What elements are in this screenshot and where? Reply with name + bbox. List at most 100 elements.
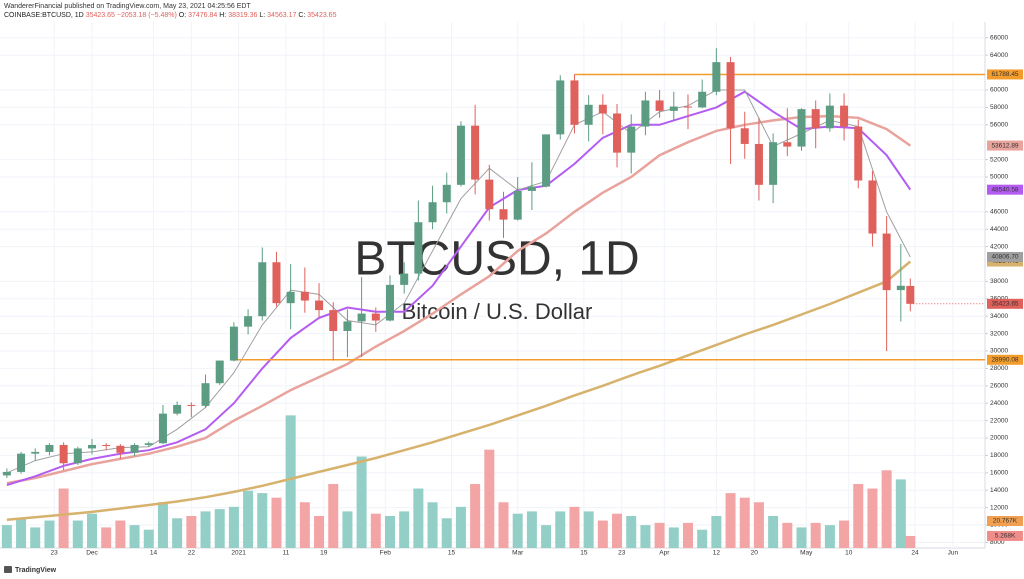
symbol: COINBASE:BTCUSD, 1D: [4, 12, 84, 19]
candle-body: [329, 310, 338, 331]
candle-body: [471, 125, 480, 180]
volume-bar: [555, 511, 566, 548]
y-tick-label: 20000: [990, 435, 1008, 442]
symbol-line: COINBASE:BTCUSD, 1D 35423.65 −2053.18 (−…: [4, 12, 337, 19]
x-tick-label: May: [800, 550, 813, 557]
y-tick-label: 46000: [990, 209, 1008, 216]
last-price-tag: 35423.65: [987, 298, 1023, 309]
ohlc-value: 38319.36: [228, 12, 257, 19]
candle-body: [88, 444, 96, 449]
volume-bar: [399, 511, 410, 548]
candle-body: [258, 262, 267, 317]
candle-body: [428, 202, 437, 223]
x-tick-label: Jun: [948, 550, 959, 557]
y-tick-label: 42000: [990, 243, 1008, 250]
candle-body: [59, 444, 68, 464]
y-tick-label: 30000: [990, 348, 1008, 355]
volume-bar: [682, 522, 693, 548]
x-tick-label: 14: [150, 550, 158, 557]
candle-body: [527, 186, 536, 191]
volume-ma-tag-label: 20.767K: [993, 518, 1018, 525]
ohlc-label: C:: [298, 12, 305, 19]
ma-tag-label: 48540.58: [991, 186, 1018, 193]
volume-bar: [101, 527, 112, 548]
candle-body: [485, 179, 494, 210]
volume-bar: [30, 527, 41, 548]
candle-body: [882, 233, 891, 291]
change: −2053.18 (−5.48%): [117, 12, 177, 19]
y-tick-label: 18000: [990, 452, 1008, 459]
volume-bar: [243, 490, 254, 548]
candle-body: [31, 451, 40, 454]
candle-body: [613, 113, 622, 153]
ohlc-value: 35423.65: [307, 12, 336, 19]
candle-body: [442, 184, 451, 203]
candle-body: [116, 445, 125, 453]
x-tick-label: 22: [188, 550, 196, 557]
volume-bar: [796, 527, 807, 548]
ma-tag-bg: [987, 140, 1023, 151]
watermark-sub: Bitcoin / U.S. Dollar: [402, 299, 593, 324]
x-tick-label: 24: [911, 550, 919, 557]
volume-bar: [413, 488, 424, 548]
candle-body: [130, 444, 139, 453]
y-tick-label: 26000: [990, 383, 1008, 390]
volume-bar: [115, 520, 126, 548]
x-tick-label: Apr: [659, 550, 670, 557]
volume-bar: [810, 522, 821, 548]
ohlc-label: L:: [259, 12, 265, 19]
candle-body: [769, 142, 778, 185]
candle-body: [73, 448, 82, 464]
last-price: 35423.65: [86, 12, 115, 19]
y-tick-label: 64000: [990, 52, 1008, 59]
y-tick-label: 52000: [990, 156, 1008, 163]
ohlc-label: O:: [179, 12, 186, 19]
candle-body: [669, 106, 678, 111]
volume-bar: [839, 520, 850, 548]
volume-bar: [186, 515, 197, 548]
candle-body: [641, 100, 650, 127]
moving-average-line: [6, 260, 912, 522]
volume-bar: [583, 511, 594, 548]
volume-bar: [640, 525, 651, 548]
volume-bar: [299, 502, 310, 548]
volume-bar: [455, 506, 466, 548]
volume-bar: [1, 525, 12, 548]
candle-body: [385, 284, 394, 321]
volume-ma-tag: 20.767K: [987, 516, 1023, 526]
volume-bar: [768, 515, 779, 548]
moving-average-line: [6, 89, 911, 474]
last-price-tag-bg: [987, 298, 1023, 309]
volume-tag-label: 5.268K: [995, 533, 1016, 540]
volume-bar: [526, 511, 537, 548]
ma-tag: 40806.70: [987, 251, 1023, 262]
candle-body: [896, 285, 905, 291]
volume-bar: [328, 483, 339, 548]
candle-body: [584, 104, 593, 125]
y-tick-label: 50000: [990, 174, 1008, 181]
y-tick-label: 22000: [990, 417, 1008, 424]
hline-tag: 28990.08: [987, 354, 1023, 365]
candle-body: [726, 62, 735, 129]
volume-bar: [654, 522, 665, 548]
x-tick-label: 2021: [231, 550, 246, 557]
volume-bar: [214, 509, 225, 548]
candle-body: [797, 109, 806, 147]
footer-logo-icon: [4, 566, 12, 573]
volume-bar: [129, 525, 140, 548]
volume-bar: [72, 520, 83, 548]
moving-average-line: [6, 114, 912, 485]
watermark: BTCUSD, 1D: [354, 233, 639, 286]
ma-tag: 48540.58: [987, 184, 1023, 195]
volume-bar: [58, 488, 69, 548]
candle-body: [17, 453, 26, 472]
volume-bar: [668, 527, 679, 548]
candle-body: [144, 443, 153, 445]
volume-bar: [16, 518, 27, 548]
volume-bar: [867, 488, 878, 548]
candle-body: [400, 273, 409, 285]
volume-bar: [143, 529, 154, 548]
y-tick-label: 38000: [990, 278, 1008, 285]
candle-body: [754, 143, 763, 185]
